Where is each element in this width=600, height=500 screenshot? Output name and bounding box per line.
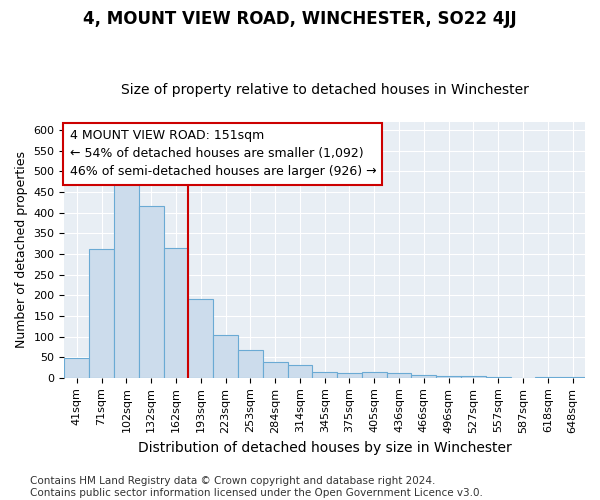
- Title: Size of property relative to detached houses in Winchester: Size of property relative to detached ho…: [121, 83, 529, 97]
- Text: 4, MOUNT VIEW ROAD, WINCHESTER, SO22 4JJ: 4, MOUNT VIEW ROAD, WINCHESTER, SO22 4JJ: [83, 10, 517, 28]
- Bar: [114, 180, 139, 378]
- Text: 4 MOUNT VIEW ROAD: 151sqm
← 54% of detached houses are smaller (1,092)
46% of se: 4 MOUNT VIEW ROAD: 151sqm ← 54% of detac…: [70, 130, 376, 178]
- Bar: [64, 358, 89, 378]
- Bar: [238, 350, 263, 378]
- Bar: [213, 336, 238, 378]
- Bar: [436, 376, 461, 378]
- Bar: [164, 248, 188, 378]
- Bar: [362, 372, 386, 378]
- Text: Contains HM Land Registry data © Crown copyright and database right 2024.
Contai: Contains HM Land Registry data © Crown c…: [30, 476, 483, 498]
- Bar: [461, 376, 486, 378]
- Bar: [139, 206, 164, 378]
- Bar: [412, 374, 436, 378]
- Y-axis label: Number of detached properties: Number of detached properties: [15, 152, 28, 348]
- Bar: [337, 374, 362, 378]
- Bar: [560, 377, 585, 378]
- Bar: [386, 374, 412, 378]
- Bar: [313, 372, 337, 378]
- Bar: [263, 362, 287, 378]
- Bar: [287, 365, 313, 378]
- Bar: [89, 250, 114, 378]
- Bar: [188, 300, 213, 378]
- X-axis label: Distribution of detached houses by size in Winchester: Distribution of detached houses by size …: [138, 441, 512, 455]
